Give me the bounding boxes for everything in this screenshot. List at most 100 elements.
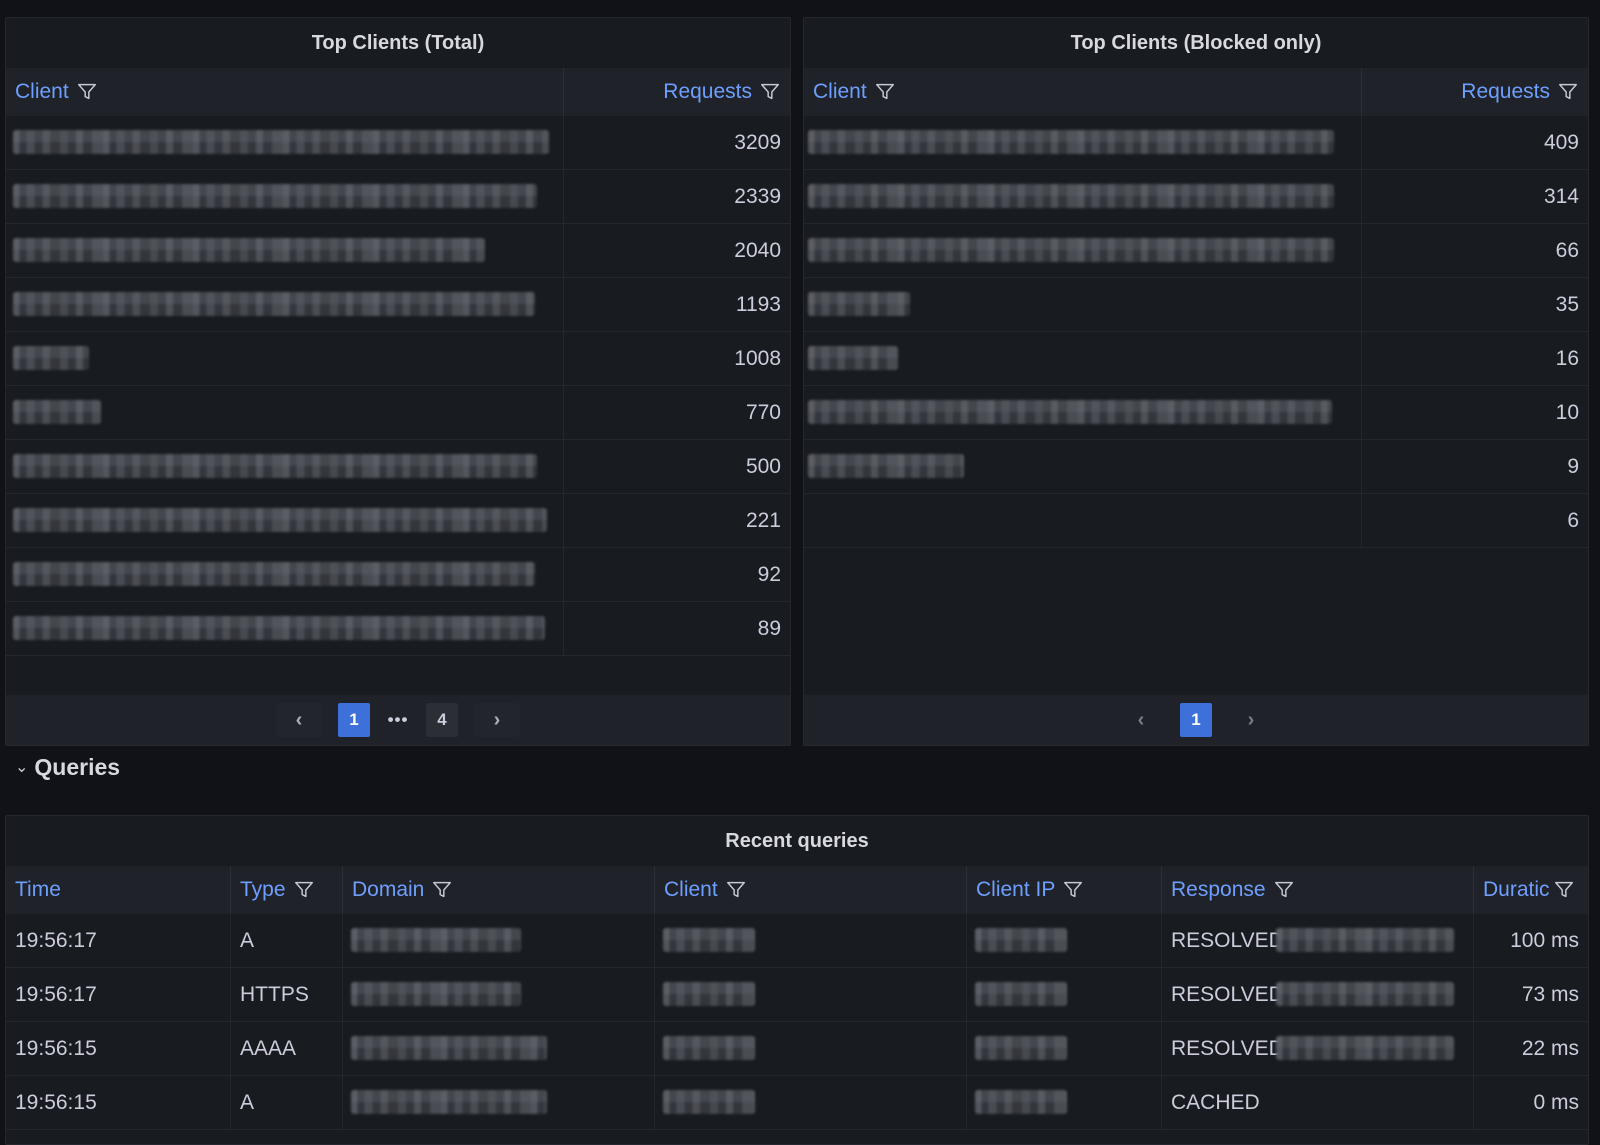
duration-cell: 0 ms [1533,1091,1579,1114]
client-cell[interactable] [804,278,1362,331]
client-ip-cell[interactable] [967,1076,1162,1129]
funnel-icon[interactable] [1553,879,1575,901]
table-row[interactable]: 19:56:15 A CACHED 0 ms [6,1076,1588,1130]
previous-page-button[interactable]: ‹ [1118,703,1164,737]
client-cell[interactable] [655,1076,967,1129]
requests-cell: 500 [745,455,781,478]
table-row[interactable]: 1193 [6,278,790,332]
client-ip-cell[interactable] [967,968,1162,1021]
client-cell[interactable] [6,224,564,277]
client-cell[interactable] [6,278,564,331]
top-clients-blocked-panel: Top Clients (Blocked only) Client Reques… [803,17,1589,746]
table-row[interactable]: 221 [6,494,790,548]
type-cell: HTTPS [231,968,343,1021]
table-row[interactable]: 314 [804,170,1588,224]
time-cell: 19:56:15 [6,1076,231,1129]
funnel-icon[interactable] [725,879,747,901]
table-row[interactable]: 1008 [6,332,790,386]
client-cell[interactable] [804,386,1362,439]
requests-cell: 89 [757,617,781,640]
column-header-client[interactable]: Client [804,68,1362,116]
table-row[interactable]: 3209 [6,116,790,170]
table-row[interactable]: 66 [804,224,1588,278]
requests-cell: 35 [1555,293,1579,316]
client-cell[interactable] [6,170,564,223]
client-cell[interactable] [655,914,967,967]
column-header-domain[interactable]: Domain [343,866,655,914]
client-cell[interactable] [6,116,564,169]
client-cell[interactable] [655,968,967,1021]
page-4-button[interactable]: 4 [426,703,458,737]
client-cell[interactable] [655,1022,967,1075]
redacted-text [1276,928,1454,952]
next-page-button[interactable]: › [474,703,520,737]
funnel-icon[interactable] [293,879,315,901]
client-cell[interactable] [6,548,564,601]
funnel-icon[interactable] [76,81,98,103]
funnel-icon[interactable] [874,81,896,103]
client-cell[interactable] [804,440,1362,493]
client-ip-cell[interactable] [967,914,1162,967]
redacted-text [13,400,101,424]
response-status: RESOLVED [1171,929,1284,952]
column-header-client[interactable]: Client [6,68,564,116]
table-row[interactable]: 2040 [6,224,790,278]
client-cell[interactable] [804,332,1362,385]
requests-cell: 66 [1555,239,1579,262]
table-row[interactable]: 500 [6,440,790,494]
response-cell: RESOLVED [1162,1022,1474,1075]
client-cell[interactable] [804,170,1362,223]
pagination: ‹ 1 › [804,695,1588,745]
domain-cell[interactable] [343,1076,655,1129]
page-1-button[interactable]: 1 [1180,703,1212,737]
client-ip-cell[interactable] [967,1022,1162,1075]
table-row[interactable]: 19:56:17 A RESOLVED 100 ms [6,914,1588,968]
client-cell[interactable] [6,602,564,655]
column-header-duration[interactable]: Duratic [1474,866,1588,914]
table-row[interactable]: 19:56:15 AAAA RESOLVED 22 ms [6,1022,1588,1076]
next-page-button[interactable]: › [1228,703,1274,737]
table-row[interactable]: 92 [6,548,790,602]
funnel-icon[interactable] [1557,81,1579,103]
page-1-button[interactable]: 1 [338,703,370,737]
page-ellipsis[interactable]: ••• [387,710,409,729]
table-header: Time Type Domain Client Client IP Respon… [6,866,1588,914]
client-cell[interactable] [6,440,564,493]
table-row[interactable]: 770 [6,386,790,440]
funnel-icon[interactable] [1062,879,1084,901]
funnel-icon[interactable] [759,81,781,103]
funnel-icon[interactable] [1273,879,1295,901]
domain-cell[interactable] [343,968,655,1021]
table-row[interactable]: 10 [804,386,1588,440]
funnel-icon[interactable] [431,879,453,901]
domain-cell[interactable] [343,914,655,967]
redacted-text [13,508,547,532]
table-row[interactable]: 6 [804,494,1588,548]
client-cell[interactable] [6,332,564,385]
chevron-down-icon[interactable]: ⌄ [15,759,29,776]
previous-page-button[interactable]: ‹ [276,703,322,737]
table-row[interactable]: 9 [804,440,1588,494]
time-cell: 19:56:17 [6,914,231,967]
column-header-type[interactable]: Type [231,866,343,914]
client-cell[interactable] [6,494,564,547]
domain-cell[interactable] [343,1022,655,1075]
column-header-time[interactable]: Time [6,866,231,914]
client-cell[interactable] [6,386,564,439]
client-cell[interactable] [804,116,1362,169]
column-header-client-ip[interactable]: Client IP [967,866,1162,914]
table-row[interactable]: 35 [804,278,1588,332]
table-row[interactable]: 2339 [6,170,790,224]
column-header-requests[interactable]: Requests [564,68,790,116]
queries-section-header[interactable]: ⌄ Queries [15,752,120,782]
column-header-client[interactable]: Client [655,866,967,914]
column-header-response[interactable]: Response [1162,866,1474,914]
redacted-text [808,292,910,316]
table-row[interactable]: 16 [804,332,1588,386]
table-row[interactable]: 89 [6,602,790,656]
client-cell[interactable] [804,224,1362,277]
table-row[interactable]: 19:56:17 HTTPS RESOLVED 73 ms [6,968,1588,1022]
table-row[interactable]: 409 [804,116,1588,170]
column-header-requests[interactable]: Requests [1362,68,1588,116]
client-cell[interactable] [804,494,1362,547]
